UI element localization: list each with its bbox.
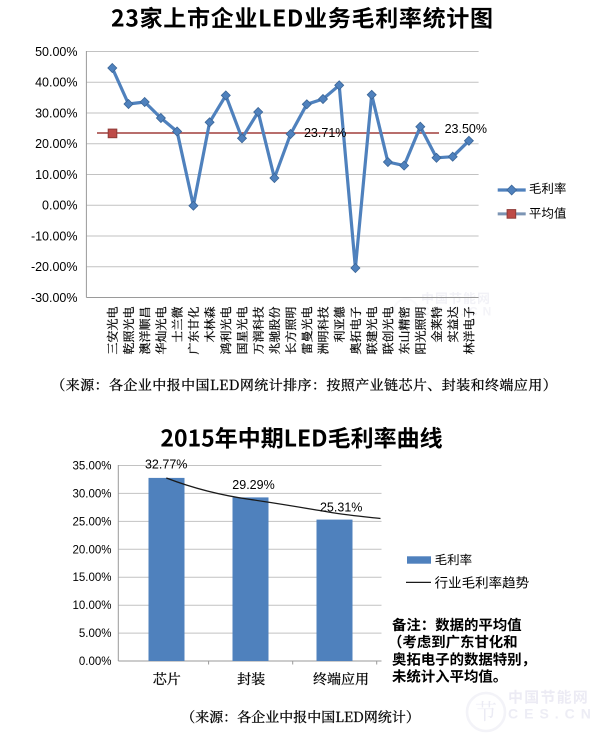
svg-text:25.00%: 25.00% [72, 516, 111, 528]
svg-text:30.00%: 30.00% [35, 106, 77, 120]
svg-text:23.50%: 23.50% [445, 122, 487, 136]
svg-text:35.00%: 35.00% [72, 461, 111, 473]
svg-text:30.00%: 30.00% [72, 488, 111, 500]
svg-text:0.00%: 0.00% [79, 656, 112, 668]
svg-text:32.77%: 32.77% [145, 457, 187, 471]
svg-text:-20.00%: -20.00% [31, 260, 78, 274]
svg-text:10.00%: 10.00% [72, 600, 111, 612]
svg-text:-10.00%: -10.00% [31, 229, 78, 243]
svg-text:10.00%: 10.00% [35, 168, 77, 182]
svg-text:0.00%: 0.00% [42, 199, 77, 213]
svg-text:23.71%: 23.71% [304, 126, 346, 140]
svg-text:40.00%: 40.00% [35, 76, 77, 90]
svg-text:20.00%: 20.00% [72, 544, 111, 556]
svg-text:50.00%: 50.00% [35, 45, 77, 59]
svg-text:25.31%: 25.31% [320, 501, 362, 515]
svg-text:CES.CN: CES.CN [508, 706, 597, 722]
svg-text:CES.CN: CES.CN [421, 305, 496, 319]
svg-text:15.00%: 15.00% [72, 572, 111, 584]
svg-text:-30.00%: -30.00% [31, 291, 78, 305]
svg-text:5.00%: 5.00% [79, 628, 112, 640]
svg-text:20.00%: 20.00% [35, 137, 77, 151]
svg-text:29.29%: 29.29% [232, 478, 274, 492]
